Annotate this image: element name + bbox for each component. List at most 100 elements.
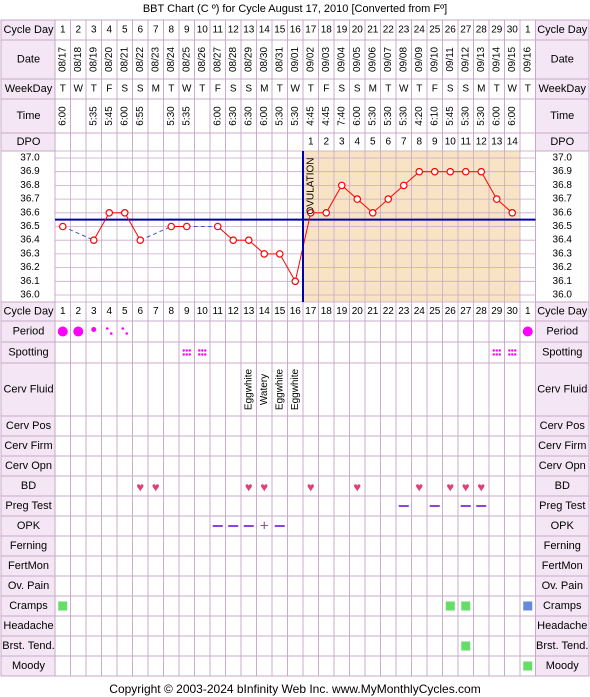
spotting-marker <box>495 353 498 356</box>
cycle-day-number: 12 <box>228 25 240 36</box>
cerv-fluid-label: Eggwhite <box>274 368 285 410</box>
cycle-day-number-bottom: 22 <box>383 306 395 317</box>
temp-point <box>167 222 176 231</box>
ferning-label-right: Ferning <box>544 540 581 552</box>
weekday-label: W <box>399 84 409 95</box>
spotting-marker <box>188 349 191 352</box>
cycle-day-number: 10 <box>197 25 209 36</box>
bd-heart-icon: ♥ <box>462 480 470 495</box>
period-marker <box>57 326 68 337</box>
ferning-label-left: Ferning <box>10 540 47 552</box>
date-label: 09/14 <box>491 47 502 72</box>
weekday-label-right: WeekDay <box>539 83 587 95</box>
cycle-day-label-right: Cycle Day <box>537 306 588 318</box>
date-label: 08/30 <box>259 47 270 72</box>
spotting-marker <box>508 353 511 356</box>
date-label: 09/02 <box>305 47 316 72</box>
weekday-label: T <box>60 84 66 95</box>
time-label: 6:30 <box>228 106 239 126</box>
time-label: 5:30 <box>290 106 301 126</box>
cycle-day-number-bottom: 5 <box>122 306 128 317</box>
preg-test-label-left: Preg Test <box>5 500 51 512</box>
temp-point <box>229 236 238 245</box>
temp-point <box>446 167 455 176</box>
temp-point <box>89 236 98 245</box>
weekday-label: S <box>245 84 252 95</box>
cycle-day-label-left: Cycle Day <box>3 306 54 318</box>
dpo-label: 13 <box>491 137 503 148</box>
period-marker <box>91 327 97 332</box>
cycle-day-number-bottom: 23 <box>398 306 410 317</box>
weekday-label: W <box>508 84 518 95</box>
date-label: 08/24 <box>166 47 177 72</box>
temp-point <box>58 222 67 231</box>
moody-label-left: Moody <box>12 660 46 672</box>
cerv-firm-label-left: Cerv Firm <box>4 440 52 452</box>
weekday-label: T <box>91 84 97 95</box>
period-marker <box>125 332 129 335</box>
y-tick-left: 36.5 <box>20 221 40 232</box>
cycle-day-number-bottom: 1 <box>525 306 531 317</box>
temp-point <box>306 209 315 217</box>
cerv-fluid-label: Eggwhite <box>243 368 254 410</box>
time-label: 6:00 <box>491 106 502 126</box>
preg-test-label-right: Preg Test <box>539 500 585 512</box>
temp-point <box>244 236 253 245</box>
time-label: 7:40 <box>336 106 347 126</box>
temp-line-segment <box>279 253 296 282</box>
cycle-day-number: 5 <box>122 25 128 36</box>
y-tick-right: 36.7 <box>553 194 573 205</box>
y-tick-right: 36.8 <box>553 180 573 191</box>
time-label: 5:30 <box>460 106 471 126</box>
weekday-label: F <box>215 84 221 95</box>
spotting-marker <box>511 349 514 352</box>
date-label: 09/11 <box>445 47 456 72</box>
date-label: 08/23 <box>150 47 161 72</box>
cycle-day-number-bottom: 15 <box>274 306 286 317</box>
date-label: 08/29 <box>243 47 254 72</box>
opk-positive-mark: + <box>260 518 269 535</box>
cerv-fluid-label: Watery <box>259 374 270 405</box>
y-tick-right: 36.9 <box>553 166 573 177</box>
weekday-label: T <box>277 84 283 95</box>
temp-point <box>213 222 222 231</box>
date-label: 08/21 <box>119 47 130 72</box>
date-label: 09/07 <box>383 47 394 72</box>
date-label: 09/12 <box>460 47 471 72</box>
dpo-label: 11 <box>461 137 472 148</box>
cycle-day-number: 22 <box>383 25 395 36</box>
date-label: 09/03 <box>321 47 332 72</box>
temp-point <box>120 209 129 217</box>
cycle-day-number-bottom: 21 <box>367 306 379 317</box>
bd-heart-icon: ♥ <box>415 480 423 495</box>
cycle-day-number: 1 <box>525 25 531 36</box>
temp-line-segment <box>480 171 498 200</box>
y-tick-right: 36.3 <box>553 248 573 259</box>
time-label: 5:35 <box>88 106 99 126</box>
cycle-day-number-bottom: 24 <box>414 306 426 317</box>
temp-point <box>105 209 114 217</box>
y-axis-right-cell <box>535 150 590 303</box>
moody-marker <box>523 661 533 671</box>
temp-point <box>508 209 517 217</box>
weekday-label: S <box>230 84 237 95</box>
period-label-left: Period <box>13 326 45 338</box>
cycle-day-number-bottom: 6 <box>137 306 143 317</box>
cycle-day-number: 2 <box>75 25 81 36</box>
weekday-label: T <box>199 84 205 95</box>
weekday-label: T <box>385 84 391 95</box>
y-tick-left: 36.4 <box>20 235 40 246</box>
cramps-label-left: Cramps <box>9 600 48 612</box>
date-label: 08/28 <box>228 47 239 72</box>
spotting-label-left: Spotting <box>8 347 48 359</box>
brst-tend-label-right: Brst. Tend. <box>536 640 588 652</box>
dpo-label: 14 <box>507 137 519 148</box>
cerv-fluid-label: Eggwhite <box>290 368 301 410</box>
spotting-marker <box>198 353 201 356</box>
date-label: 08/27 <box>212 47 223 72</box>
brst-tend-label-left: Brst. Tend. <box>2 640 54 652</box>
cycle-day-number: 24 <box>414 25 426 36</box>
spotting-marker <box>498 349 501 352</box>
dpo-label: 2 <box>323 137 329 148</box>
cerv-pos-label-right: Cerv Pos <box>540 420 586 432</box>
